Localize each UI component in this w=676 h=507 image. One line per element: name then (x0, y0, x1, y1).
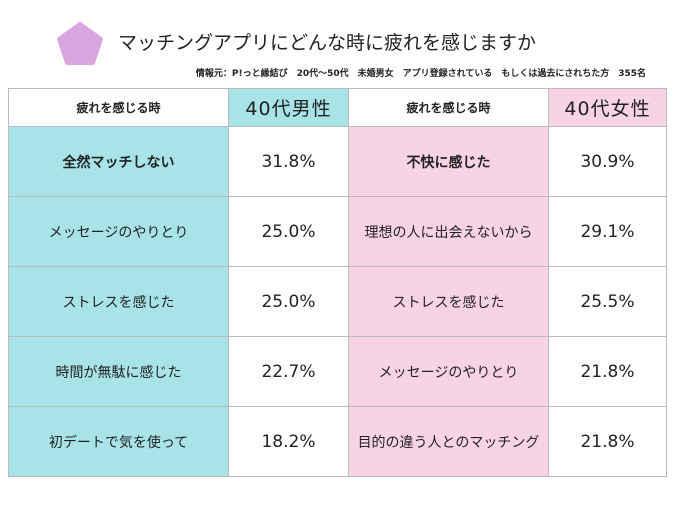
header-row: 疲れを感じる時 40代男性 疲れを感じる時 40代女性 (8, 88, 667, 127)
reason-cell: メッセージのやりとり (8, 196, 229, 267)
percent-cell: 22.7% (228, 336, 349, 407)
column-header: 疲れを感じる時 (8, 88, 229, 127)
table-row: 全然マッチしない 31.8% 不快に感じた 30.9% (8, 126, 667, 197)
reason-cell: 時間が無駄に感じた (8, 336, 229, 407)
percent-cell: 18.2% (228, 406, 349, 477)
percent-cell: 30.9% (548, 126, 667, 197)
reason-cell: 全然マッチしない (8, 126, 229, 197)
source-note: 情報元：P!っと縁結び 20代〜50代 未婚男女 アプリ登録されている もしくは… (195, 69, 646, 79)
percent-cell: 29.1% (548, 196, 667, 267)
percent-cell: 31.8% (228, 126, 349, 197)
reason-cell: ストレスを感じた (8, 266, 229, 337)
table-row: 時間が無駄に感じた 22.7% メッセージのやりとり 21.8% (8, 336, 667, 407)
table-row: メッセージのやりとり 25.0% 理想の人に出会えないから 29.1% (8, 196, 667, 267)
column-header: 40代男性 (228, 88, 349, 127)
table-row: ストレスを感じた 25.0% ストレスを感じた 25.5% (8, 266, 667, 337)
title: マッチングアプリにどんな時に疲れを感じますか (118, 32, 537, 54)
reason-cell: 目的の違う人とのマッチング (348, 406, 549, 477)
percent-cell: 25.5% (548, 266, 667, 337)
percent-cell: 25.0% (228, 266, 349, 337)
percent-cell: 21.8% (548, 336, 667, 407)
reason-cell: メッセージのやりとり (348, 336, 549, 407)
reason-cell: 理想の人に出会えないから (348, 196, 549, 267)
percent-cell: 25.0% (228, 196, 349, 267)
reason-cell: 初デートで気を使って (8, 406, 229, 477)
reason-cell: 不快に感じた (348, 126, 549, 197)
table: 疲れを感じる時 40代男性 疲れを感じる時 40代女性 全然マッチしない 31.8% 不快に… (8, 88, 667, 477)
reason-cell: ストレスを感じた (348, 266, 549, 337)
table-row: 初デートで気を使って 18.2% 目的の違う人とのマッチング 21.8% (8, 406, 667, 477)
percent-cell: 21.8% (548, 406, 667, 477)
column-header: 40代女性 (548, 88, 667, 127)
column-header: 疲れを感じる時 (348, 88, 549, 127)
pentagon-icon (57, 22, 103, 65)
